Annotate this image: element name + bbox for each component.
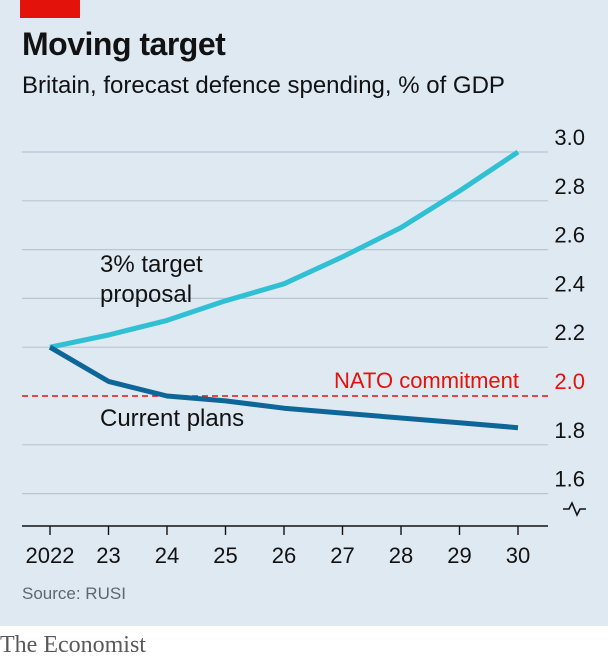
- y-tick-label: 2.2: [554, 320, 585, 345]
- y-tick-label: 3.0: [554, 125, 585, 150]
- source-note: Source: RUSI: [22, 584, 126, 603]
- series-label: 3% target: [100, 251, 203, 278]
- chart-panel: [0, 0, 608, 626]
- x-tick-label: 30: [506, 543, 530, 568]
- y-tick-label: 1.6: [554, 467, 585, 492]
- x-tick-label: 26: [272, 543, 296, 568]
- brand-logo-text: The Economist: [0, 632, 146, 658]
- x-tick-label: 29: [447, 543, 471, 568]
- y-tick-label: 1.8: [554, 418, 585, 443]
- axis-break-icon: [563, 501, 586, 517]
- series-label: Current plans: [100, 405, 244, 432]
- line-chart: 3.0 2.8 2.6 2.4 2.2 2.0 1.8 1.6 2022 23 24 25 26 27 28…: [22, 125, 586, 568]
- chart-subtitle: Britain, forecast defence spending, % of…: [22, 72, 505, 99]
- y-tick-label: 2.4: [554, 271, 585, 296]
- x-tick-label: 25: [213, 543, 237, 568]
- x-tick-label: 28: [389, 543, 413, 568]
- chart-title: Moving target: [22, 26, 226, 62]
- brand-red-tab: [20, 0, 80, 18]
- x-tick-label: 27: [330, 543, 354, 568]
- series-line-target-proposal: [49, 149, 520, 350]
- y-tick-label: 2.0: [554, 369, 585, 394]
- y-tick-label: 2.6: [554, 223, 585, 248]
- nato-commitment-label: NATO commitment: [334, 368, 519, 393]
- series-label: proposal: [100, 281, 192, 308]
- x-tick-label: 24: [155, 543, 179, 568]
- y-tick-label: 2.8: [554, 174, 585, 199]
- x-tick-label: 23: [96, 543, 120, 568]
- x-tick-label: 2022: [26, 543, 75, 568]
